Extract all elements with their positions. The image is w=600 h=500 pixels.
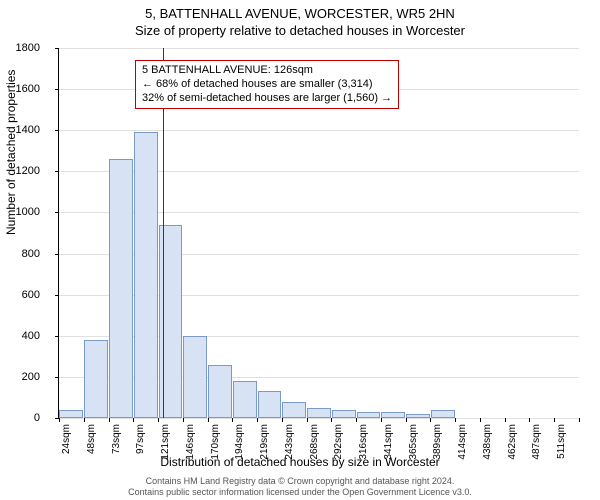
ytick-label: 400 <box>0 330 40 342</box>
xtick-mark <box>84 418 85 422</box>
xtick-label: 73sqm <box>111 424 122 454</box>
annotation-line: ← 68% of detached houses are smaller (3,… <box>142 78 392 92</box>
histogram-bar <box>233 381 257 418</box>
xtick-label: 365sqm <box>408 424 419 460</box>
histogram-bar <box>183 336 207 418</box>
footer-attribution: Contains HM Land Registry data © Crown c… <box>0 476 600 498</box>
ytick-label: 0 <box>0 412 40 424</box>
histogram-bar <box>258 391 282 418</box>
footer-line-2: Contains public sector information licen… <box>0 487 600 498</box>
ytick-mark <box>55 48 59 49</box>
grid-line <box>59 130 579 131</box>
xtick-label: 316sqm <box>358 424 369 460</box>
xtick-mark <box>406 418 407 422</box>
annotation-line: 5 BATTENHALL AVENUE: 126sqm <box>142 64 392 78</box>
xtick-mark <box>158 418 159 422</box>
xtick-mark <box>133 418 134 422</box>
xtick-label: 462sqm <box>507 424 518 460</box>
ytick-label: 1200 <box>0 165 40 177</box>
xtick-label: 24sqm <box>61 424 72 454</box>
xtick-mark <box>455 418 456 422</box>
xtick-mark <box>356 418 357 422</box>
histogram-bar <box>59 410 83 418</box>
xtick-label: 146sqm <box>185 424 196 460</box>
ytick-label: 200 <box>0 371 40 383</box>
xtick-mark <box>232 418 233 422</box>
annotation-line: 32% of semi-detached houses are larger (… <box>142 92 392 106</box>
xtick-mark <box>208 418 209 422</box>
xtick-label: 487sqm <box>531 424 542 460</box>
xtick-mark <box>59 418 60 422</box>
ytick-label: 1000 <box>0 206 40 218</box>
histogram-bar <box>381 412 405 418</box>
ytick-label: 1800 <box>0 42 40 54</box>
ytick-label: 600 <box>0 289 40 301</box>
xtick-mark <box>505 418 506 422</box>
histogram-bar <box>431 410 455 418</box>
xtick-label: 219sqm <box>259 424 270 460</box>
title-line-1: 5, BATTENHALL AVENUE, WORCESTER, WR5 2HN <box>0 0 600 21</box>
xtick-label: 268sqm <box>309 424 320 460</box>
xtick-mark <box>381 418 382 422</box>
xtick-label: 170sqm <box>210 424 221 460</box>
xtick-mark <box>282 418 283 422</box>
xtick-label: 438sqm <box>482 424 493 460</box>
ytick-mark <box>55 130 59 131</box>
histogram-bar <box>84 340 108 418</box>
ytick-label: 800 <box>0 248 40 260</box>
histogram-bar <box>307 408 331 418</box>
histogram-bar <box>332 410 356 418</box>
histogram-bar <box>282 402 306 418</box>
ytick-mark <box>55 171 59 172</box>
grid-line <box>59 418 579 419</box>
footer-line-1: Contains HM Land Registry data © Crown c… <box>0 476 600 487</box>
xtick-mark <box>480 418 481 422</box>
title-line-2: Size of property relative to detached ho… <box>0 21 600 38</box>
xtick-mark <box>109 418 110 422</box>
grid-line <box>59 48 579 49</box>
annotation-box: 5 BATTENHALL AVENUE: 126sqm← 68% of deta… <box>135 60 399 109</box>
xtick-label: 414sqm <box>457 424 468 460</box>
xtick-mark <box>579 418 580 422</box>
chart-plot-area: 5 BATTENHALL AVENUE: 126sqm← 68% of deta… <box>58 48 579 419</box>
xtick-mark <box>529 418 530 422</box>
xtick-label: 97sqm <box>135 424 146 454</box>
ytick-label: 1400 <box>0 124 40 136</box>
histogram-bar <box>208 365 232 418</box>
ytick-mark <box>55 212 59 213</box>
xtick-label: 48sqm <box>86 424 97 454</box>
ytick-mark <box>55 254 59 255</box>
xtick-mark <box>430 418 431 422</box>
xtick-label: 121sqm <box>160 424 171 460</box>
ytick-mark <box>55 377 59 378</box>
xtick-label: 194sqm <box>234 424 245 460</box>
xtick-label: 243sqm <box>284 424 295 460</box>
ytick-mark <box>55 295 59 296</box>
xtick-mark <box>257 418 258 422</box>
xtick-mark <box>307 418 308 422</box>
xtick-label: 389sqm <box>432 424 443 460</box>
chart-container: 5, BATTENHALL AVENUE, WORCESTER, WR5 2HN… <box>0 0 600 500</box>
histogram-bar <box>134 132 158 418</box>
xtick-mark <box>331 418 332 422</box>
xtick-label: 292sqm <box>333 424 344 460</box>
xtick-mark <box>554 418 555 422</box>
xtick-label: 341sqm <box>383 424 394 460</box>
histogram-bar <box>109 159 133 418</box>
ytick-mark <box>55 89 59 90</box>
ytick-mark <box>55 336 59 337</box>
ytick-label: 1600 <box>0 83 40 95</box>
xtick-mark <box>183 418 184 422</box>
histogram-bar <box>406 414 430 418</box>
xtick-label: 511sqm <box>556 424 567 459</box>
histogram-bar <box>357 412 381 418</box>
